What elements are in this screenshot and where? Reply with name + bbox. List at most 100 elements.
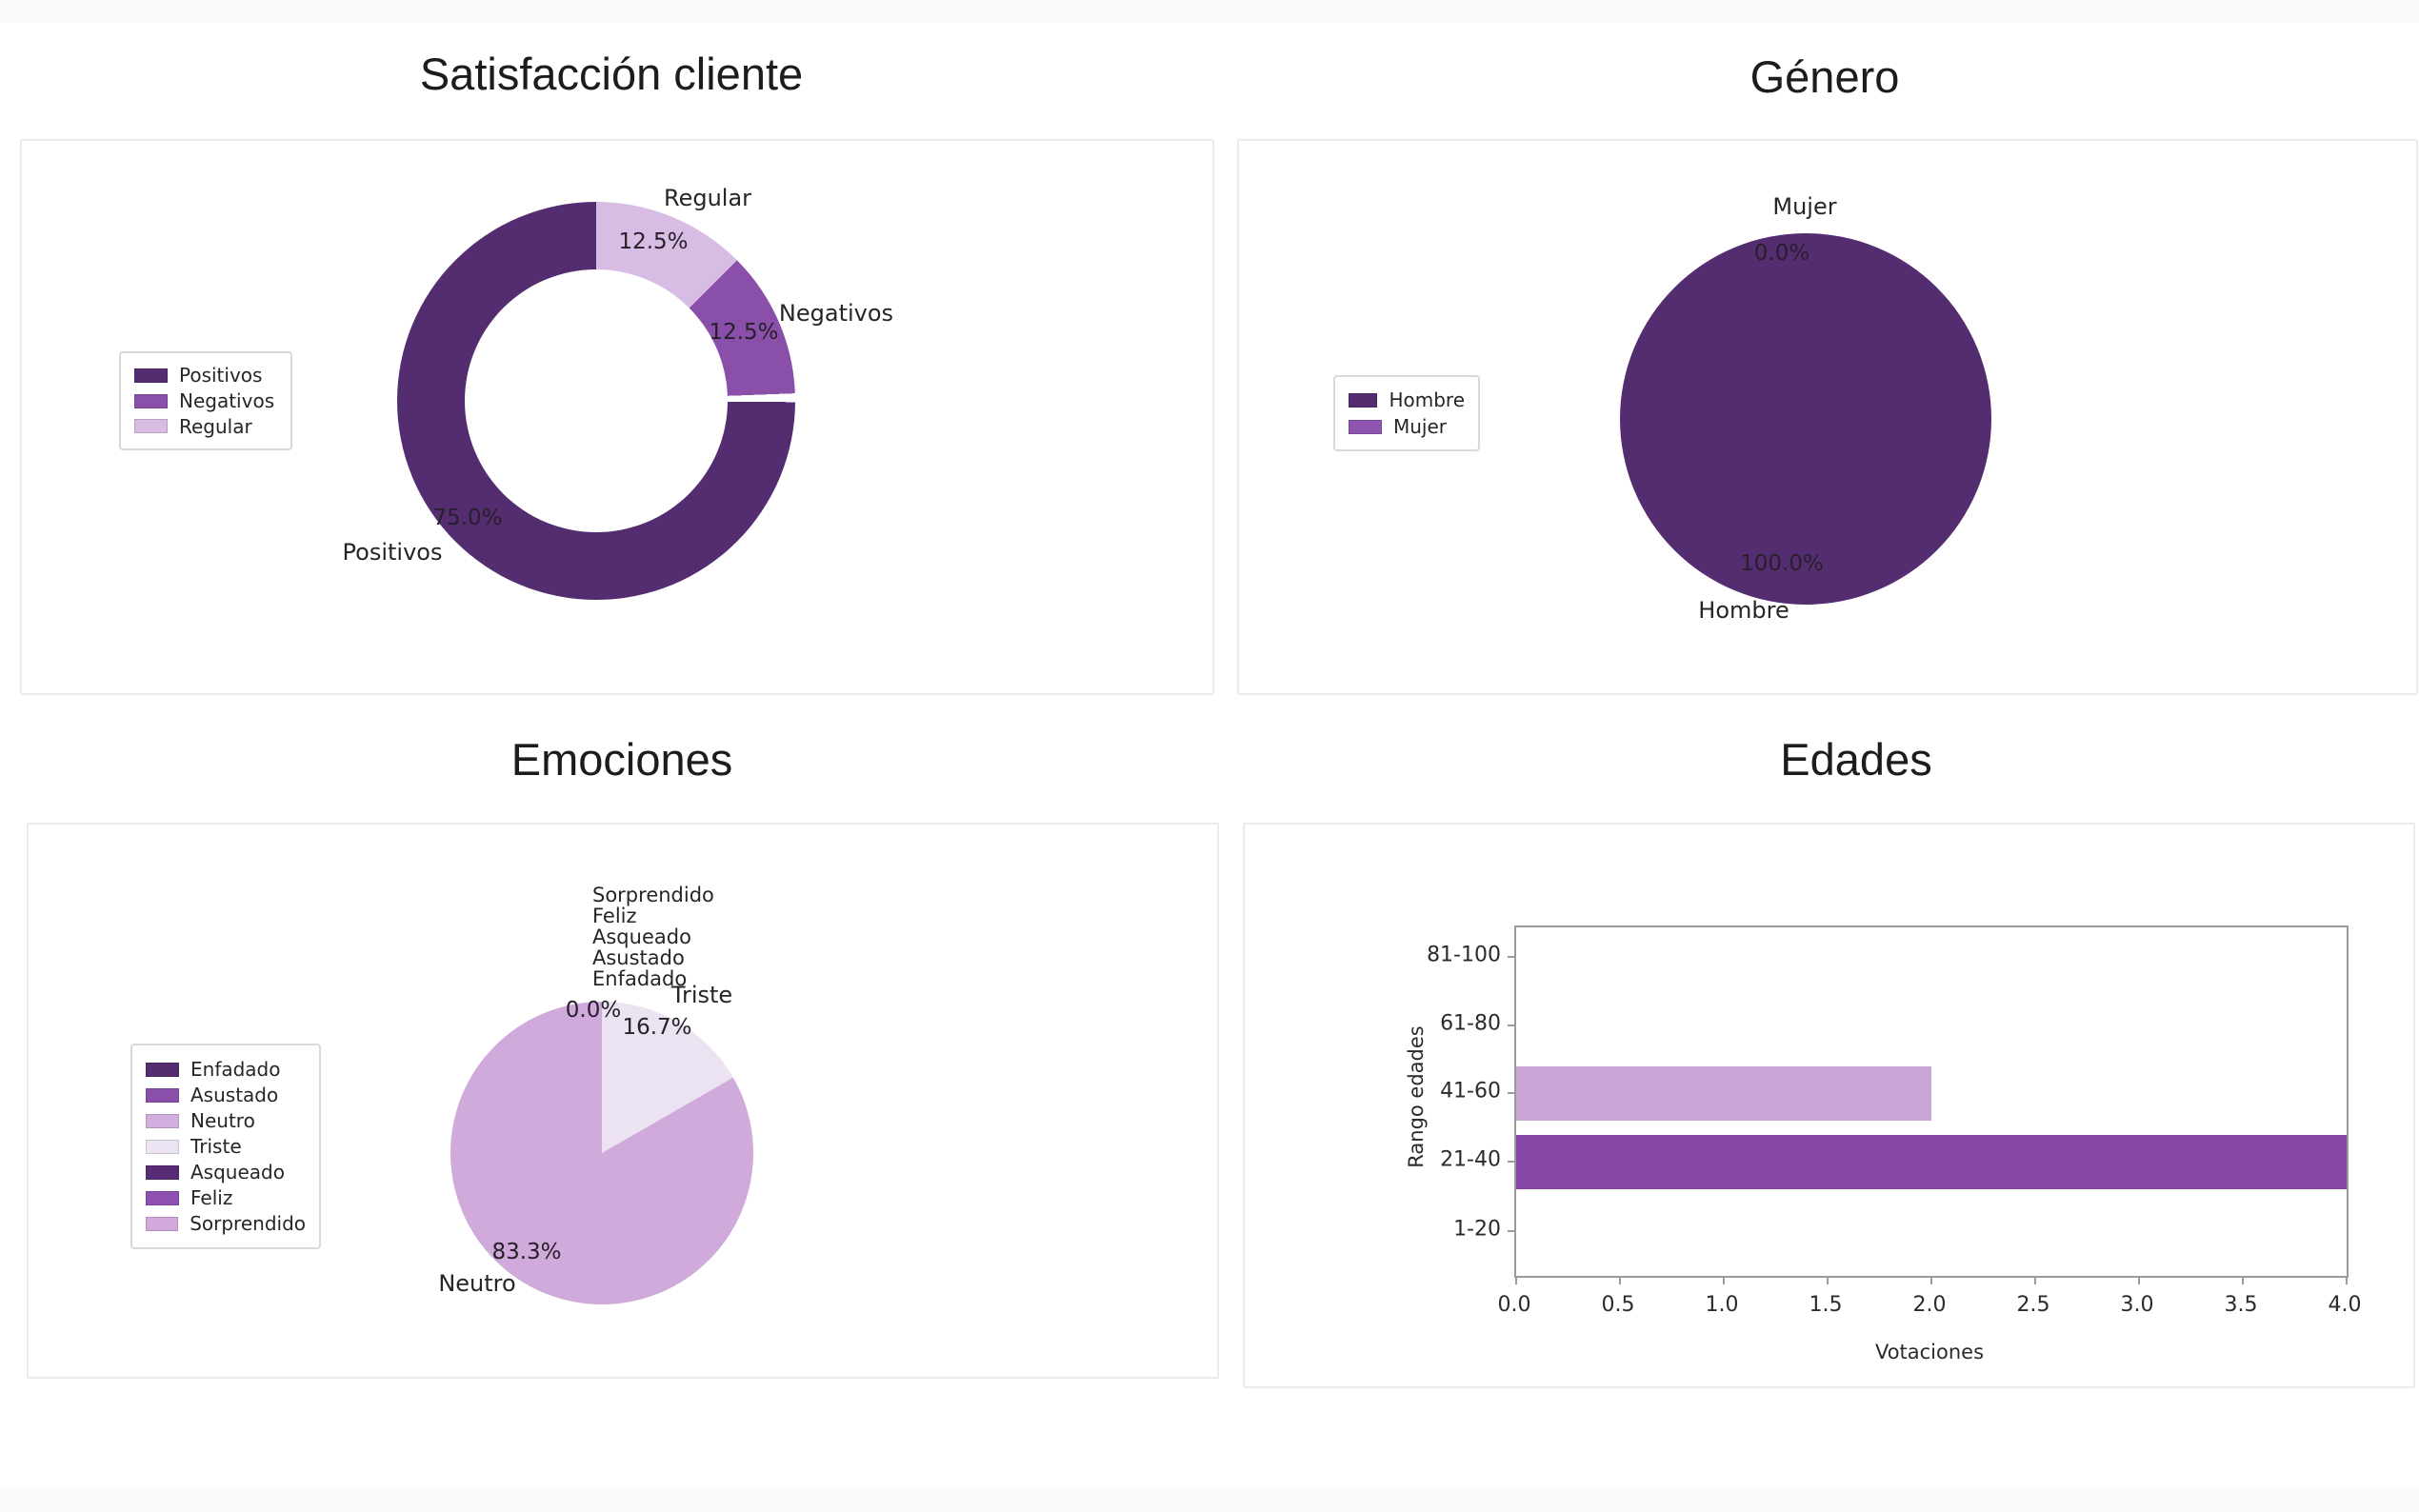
legend-item: Asqueado — [146, 1160, 306, 1185]
y-tick-mark — [1508, 1025, 1516, 1026]
bar-41-60 — [1516, 1066, 1931, 1121]
x-tick-mark — [2242, 1276, 2244, 1284]
x-tick-1.5: 1.5 — [1809, 1293, 1843, 1317]
x-tick-4.0: 4.0 — [2328, 1293, 2362, 1317]
x-tick-mark — [1827, 1276, 1829, 1284]
y-tick-61-80: 61-80 — [1440, 1011, 1501, 1036]
slice-label-negativos: Negativos — [778, 300, 894, 327]
top-strip — [0, 0, 2419, 23]
slice-label-regular: Regular — [663, 185, 752, 211]
swatch-hombre — [1349, 392, 1378, 408]
legend-item: Hombre — [1349, 387, 1465, 413]
legend-label: Negativos — [179, 389, 275, 412]
swatch-positivos — [134, 368, 168, 383]
legend-genero: Hombre Mujer — [1333, 375, 1480, 451]
slice-pct-regular: 12.5% — [618, 229, 689, 254]
slice-label-hombre: Hombre — [1698, 597, 1789, 624]
slice-label-asustado: Asustado — [592, 946, 685, 969]
title-emociones: Emociones — [510, 734, 733, 785]
legend-item: Feliz — [146, 1185, 306, 1211]
slice-label-asqueado: Asqueado — [592, 925, 691, 948]
slice-pct-neutro: 83.3% — [491, 1240, 562, 1264]
legend-label: Neutro — [190, 1109, 255, 1132]
x-tick-mark — [1930, 1276, 1932, 1284]
legend-label: Enfadado — [190, 1058, 281, 1081]
x-tick-mark — [2034, 1276, 2036, 1284]
y-tick-mark — [1508, 1161, 1516, 1163]
legend-item: Regular — [134, 413, 277, 439]
slice-label-positivos: Positivos — [342, 539, 443, 566]
slice-pct-mujer: 0.0% — [1753, 241, 1810, 266]
slice-label-enfadado: Enfadado — [592, 967, 688, 990]
slice-pct-zero: 0.0% — [565, 998, 622, 1023]
legend-label: Feliz — [190, 1186, 233, 1209]
y-tick-mark — [1508, 956, 1516, 958]
legend-emociones: Enfadado Asustado Neutro Triste Asqueado… — [130, 1044, 321, 1249]
x-tick-mark — [1619, 1276, 1621, 1284]
y-tick-21-40: 21-40 — [1440, 1147, 1501, 1172]
slice-pct-triste: 16.7% — [622, 1015, 692, 1040]
x-axis-label: Votaciones — [1874, 1341, 1985, 1363]
slice-label-feliz: Feliz — [592, 905, 637, 927]
donut-hole — [465, 269, 728, 532]
x-tick-mark — [1723, 1276, 1725, 1284]
x-tick-mark — [2138, 1276, 2140, 1284]
y-axis-label: Rango edades — [1405, 1025, 1428, 1168]
x-tick-mark — [1515, 1276, 1517, 1284]
emociones-pie — [450, 1002, 753, 1304]
slice-pct-negativos: 12.5% — [709, 320, 779, 345]
swatch-mujer — [1349, 419, 1382, 434]
slice-label-sorprendido: Sorprendido — [592, 884, 714, 906]
y-tick-81-100: 81-100 — [1427, 943, 1501, 967]
legend-label: Sorprendido — [190, 1212, 306, 1235]
y-tick-mark — [1508, 1230, 1516, 1232]
title-genero: Género — [1749, 51, 1900, 102]
x-tick-0.5: 0.5 — [1601, 1293, 1635, 1317]
legend-label: Hombre — [1389, 388, 1465, 411]
swatch-neutro — [146, 1113, 179, 1128]
slice-label-neutro: Neutro — [438, 1270, 516, 1297]
legend-item: Enfadado — [146, 1057, 306, 1083]
legend-label: Asustado — [190, 1084, 279, 1106]
x-tick-3.5: 3.5 — [2224, 1293, 2258, 1317]
edades-plot-area — [1508, 925, 2349, 1284]
legend-label: Positivos — [179, 364, 263, 388]
swatch-feliz — [146, 1190, 179, 1205]
swatch-asustado — [146, 1087, 179, 1103]
swatch-negativos — [134, 393, 168, 408]
x-tick-2.0: 2.0 — [1912, 1293, 1947, 1317]
legend-item: Positivos — [134, 363, 277, 388]
swatch-sorprendido — [146, 1216, 179, 1231]
legend-label: Triste — [190, 1135, 242, 1158]
title-satisfaccion: Satisfacción cliente — [419, 49, 804, 99]
bottom-strip — [0, 1489, 2419, 1512]
swatch-enfadado — [146, 1062, 179, 1077]
x-tick-1.0: 1.0 — [1705, 1293, 1739, 1317]
swatch-triste — [146, 1139, 179, 1154]
legend-satisfaccion: Positivos Negativos Regular — [119, 351, 292, 450]
legend-label: Regular — [179, 414, 252, 438]
title-edades: Edades — [1780, 734, 1932, 785]
legend-item: Negativos — [134, 388, 277, 414]
slice-label-triste: Triste — [670, 982, 733, 1008]
x-tick-0.0: 0.0 — [1497, 1293, 1531, 1317]
legend-item: Sorprendido — [146, 1211, 306, 1237]
y-tick-1-20: 1-20 — [1453, 1217, 1501, 1242]
x-tick-2.5: 2.5 — [2016, 1293, 2050, 1317]
genero-pie — [1620, 233, 1991, 605]
x-tick-3.0: 3.0 — [2120, 1293, 2154, 1317]
y-tick-mark — [1508, 1092, 1516, 1094]
legend-label: Asqueado — [190, 1161, 285, 1184]
slice-label-mujer: Mujer — [1772, 193, 1837, 220]
bar-21-40 — [1516, 1135, 2347, 1189]
zero-slice-label-stack: Sorprendido Feliz Asqueado Asustado Enfa… — [592, 885, 714, 989]
legend-item: Mujer — [1349, 413, 1465, 440]
legend-item: Asustado — [146, 1083, 306, 1108]
swatch-asqueado — [146, 1164, 179, 1180]
legend-item: Neutro — [146, 1108, 306, 1134]
legend-item: Triste — [146, 1134, 306, 1160]
slice-pct-positivos: 75.0% — [432, 506, 503, 530]
slice-pct-hombre: 100.0% — [1740, 551, 1824, 576]
x-tick-mark — [2346, 1276, 2348, 1284]
